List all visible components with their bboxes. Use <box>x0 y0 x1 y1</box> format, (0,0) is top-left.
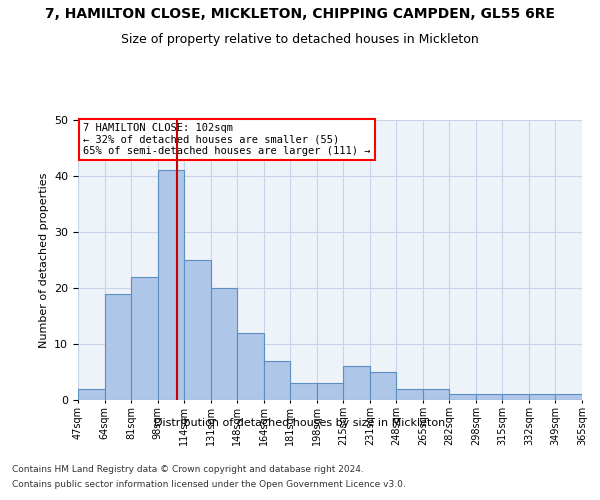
Bar <box>184 260 211 400</box>
Text: Contains public sector information licensed under the Open Government Licence v3: Contains public sector information licen… <box>12 480 406 489</box>
Y-axis label: Number of detached properties: Number of detached properties <box>38 172 49 348</box>
Bar <box>423 389 449 400</box>
Bar <box>556 394 582 400</box>
Bar <box>370 372 397 400</box>
Bar <box>317 383 343 400</box>
Text: 7 HAMILTON CLOSE: 102sqm
← 32% of detached houses are smaller (55)
65% of semi-d: 7 HAMILTON CLOSE: 102sqm ← 32% of detach… <box>83 123 371 156</box>
Bar <box>449 394 476 400</box>
Text: 7, HAMILTON CLOSE, MICKLETON, CHIPPING CAMPDEN, GL55 6RE: 7, HAMILTON CLOSE, MICKLETON, CHIPPING C… <box>45 8 555 22</box>
Bar <box>343 366 370 400</box>
Text: Distribution of detached houses by size in Mickleton: Distribution of detached houses by size … <box>154 418 446 428</box>
Bar <box>502 394 529 400</box>
Text: Size of property relative to detached houses in Mickleton: Size of property relative to detached ho… <box>121 32 479 46</box>
Bar <box>158 170 184 400</box>
Bar <box>211 288 237 400</box>
Text: Contains HM Land Registry data © Crown copyright and database right 2024.: Contains HM Land Registry data © Crown c… <box>12 465 364 474</box>
Bar <box>131 277 158 400</box>
Bar <box>529 394 556 400</box>
Bar <box>78 389 104 400</box>
Bar <box>104 294 131 400</box>
Bar <box>263 361 290 400</box>
Bar <box>290 383 317 400</box>
Bar <box>476 394 502 400</box>
Bar <box>397 389 423 400</box>
Bar <box>237 333 263 400</box>
